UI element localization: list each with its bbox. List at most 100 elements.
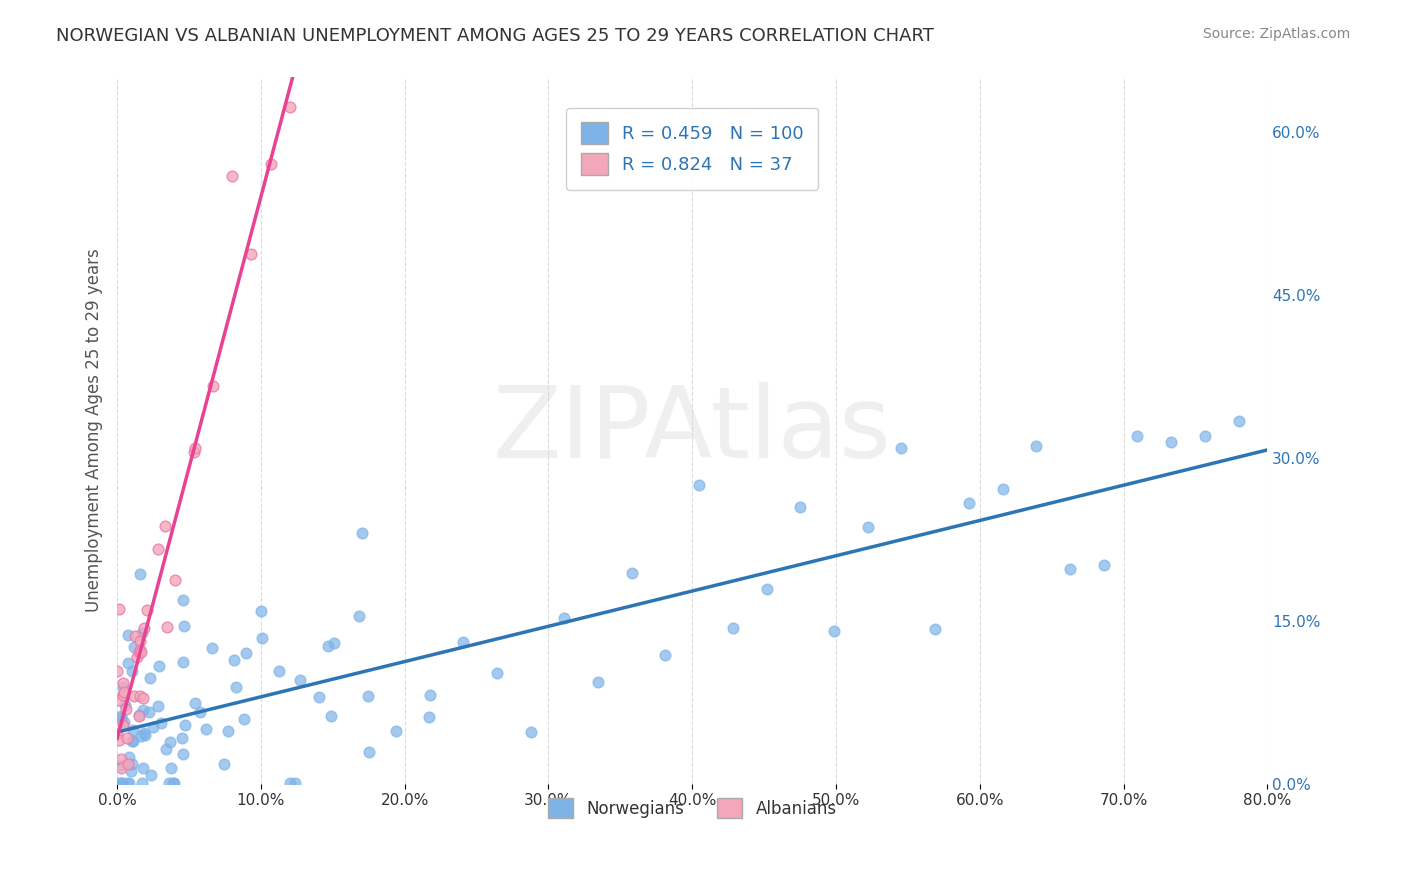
Point: [267, 664, 290, 678]
Point: [108, 602, 131, 616]
Point: [120, 764, 142, 778]
Point: [418, 688, 440, 702]
Point: [688, 478, 710, 492]
Point: [146, 698, 169, 713]
Point: [112, 684, 135, 698]
Point: [124, 629, 146, 643]
Point: [1092, 558, 1115, 573]
Point: [163, 573, 186, 587]
Point: [124, 689, 146, 703]
Point: [553, 610, 575, 624]
Point: [225, 681, 247, 695]
Point: [153, 518, 176, 533]
Point: [121, 734, 143, 748]
Point: [110, 709, 132, 723]
Point: [221, 169, 243, 184]
Point: [115, 775, 138, 789]
Point: [129, 729, 152, 743]
Point: [114, 698, 136, 712]
Point: [110, 710, 132, 724]
Point: [235, 646, 257, 660]
Point: [142, 720, 165, 734]
Point: [172, 593, 194, 607]
Point: [112, 717, 135, 731]
Point: [222, 653, 245, 667]
Point: [108, 732, 131, 747]
Point: [112, 676, 135, 690]
Point: [159, 734, 181, 748]
Point: [654, 648, 676, 662]
Text: Source: ZipAtlas.com: Source: ZipAtlas.com: [1202, 27, 1350, 41]
Point: [290, 673, 312, 688]
Point: [1126, 429, 1149, 443]
Point: [319, 709, 342, 723]
Point: [184, 441, 207, 455]
Point: [217, 723, 239, 738]
Point: [856, 520, 879, 534]
Point: [451, 635, 474, 649]
Point: [108, 693, 131, 707]
Point: [128, 634, 150, 648]
Point: [132, 621, 155, 635]
Point: [163, 775, 186, 789]
Point: [357, 689, 380, 703]
Point: [115, 731, 138, 745]
Point: [890, 441, 912, 455]
Point: [129, 642, 152, 657]
Point: [155, 741, 177, 756]
Point: [139, 768, 162, 782]
Point: [128, 709, 150, 723]
Point: [108, 758, 131, 772]
Point: [111, 775, 134, 789]
Point: [138, 705, 160, 719]
Point: [924, 622, 946, 636]
Text: NORWEGIAN VS ALBANIAN UNEMPLOYMENT AMONG AGES 25 TO 29 YEARS CORRELATION CHART: NORWEGIAN VS ALBANIAN UNEMPLOYMENT AMONG…: [56, 27, 934, 45]
Point: [789, 500, 811, 514]
Point: [202, 379, 225, 393]
Point: [485, 665, 508, 680]
Point: [620, 566, 643, 581]
Point: [278, 100, 301, 114]
Point: [127, 650, 149, 665]
Point: [111, 680, 134, 694]
Point: [170, 731, 193, 745]
Point: [110, 775, 132, 789]
Point: [991, 482, 1014, 496]
Point: [322, 636, 344, 650]
Point: [172, 655, 194, 669]
Point: [122, 723, 145, 737]
Point: [352, 525, 374, 540]
Point: [823, 624, 845, 638]
Point: [121, 756, 143, 771]
Point: [134, 727, 156, 741]
Point: [357, 745, 380, 759]
Point: [122, 734, 145, 748]
Point: [308, 690, 330, 705]
Point: [194, 722, 217, 736]
Point: [721, 622, 744, 636]
Point: [172, 747, 194, 761]
Point: [131, 626, 153, 640]
Point: [173, 619, 195, 633]
Point: [519, 725, 541, 739]
Point: [259, 157, 281, 171]
Point: [131, 775, 153, 789]
Point: [128, 645, 150, 659]
Point: [162, 775, 184, 789]
Point: [112, 714, 135, 729]
Point: [129, 689, 152, 703]
Point: [318, 639, 340, 653]
Point: [118, 750, 141, 764]
Point: [1194, 429, 1216, 443]
Point: [349, 609, 371, 624]
Point: [214, 757, 236, 772]
Point: [107, 775, 129, 789]
Point: [240, 246, 263, 260]
Point: [110, 752, 132, 766]
Point: [121, 664, 143, 678]
Point: [110, 761, 132, 775]
Y-axis label: Unemployment Among Ages 25 to 29 years: Unemployment Among Ages 25 to 29 years: [86, 249, 103, 613]
Point: [132, 726, 155, 740]
Point: [284, 775, 307, 789]
Point: [155, 620, 177, 634]
